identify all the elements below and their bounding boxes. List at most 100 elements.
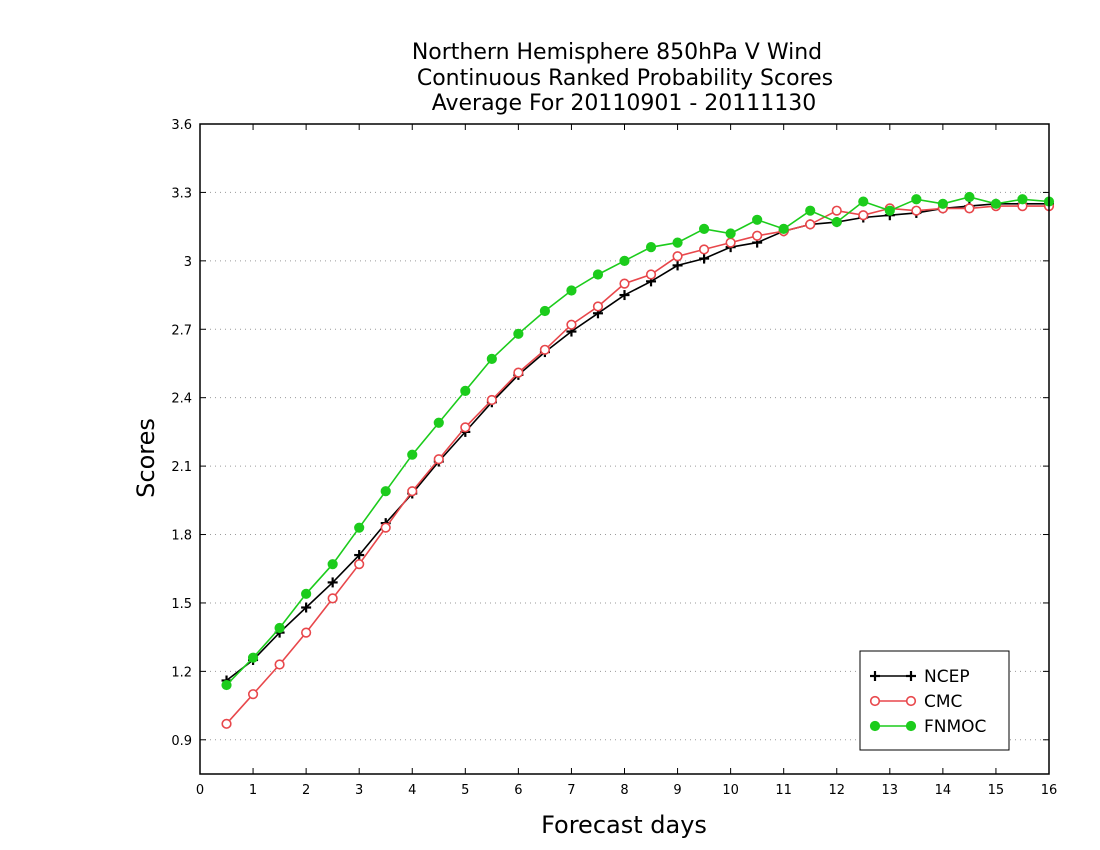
y-tick-label-6: 2.7	[171, 323, 192, 338]
legend-label-cmc: CMC	[924, 692, 962, 712]
point-cmc-5	[354, 559, 365, 570]
y-tick-label-7: 3	[184, 255, 192, 270]
point-fnmoc-17	[672, 237, 683, 248]
y-tick-label-4: 2.1	[171, 460, 192, 475]
point-fnmoc-11	[513, 328, 524, 339]
point-cmc-10	[486, 394, 497, 406]
point-fnmoc-15	[619, 255, 630, 266]
legend-marker-left-ncep	[870, 671, 880, 681]
point-fnmoc-13	[566, 285, 577, 296]
x-tick-label-16: 16	[1041, 783, 1058, 798]
point-fnmoc-12	[539, 305, 551, 317]
point-cmc-3	[301, 627, 312, 638]
legend-marker-right-ncep	[906, 671, 916, 681]
x-tick-label-6: 6	[514, 783, 522, 798]
point-fnmoc-16	[645, 242, 657, 253]
point-ncep-18	[699, 253, 710, 264]
x-tick-label-1: 1	[249, 783, 257, 798]
y-axis: 0.9 1.2 1.5 1.8 2.1 2.4 2.7 3 3.3 3.6	[171, 118, 1049, 749]
point-cmc-7	[407, 486, 418, 497]
point-fnmoc-30	[1017, 194, 1028, 205]
x-tick-label-3: 3	[355, 783, 363, 798]
point-cmc-12	[539, 344, 551, 355]
chart-title: Northern Hemisphere 850hPa V Wind Contin…	[412, 40, 833, 116]
y-tick-label-0: 0.9	[171, 734, 192, 749]
y-axis-label: Scores	[132, 418, 160, 498]
point-ncep-17	[672, 260, 683, 271]
point-fnmoc-19	[725, 228, 736, 239]
point-cmc-15	[619, 278, 630, 289]
x-tick-label-2: 2	[302, 783, 310, 798]
point-fnmoc-2	[274, 622, 285, 634]
y-tick-label-3: 1.8	[171, 529, 192, 544]
point-cmc-13	[566, 319, 577, 330]
point-fnmoc-22	[805, 205, 816, 216]
point-fnmoc-24	[858, 196, 869, 207]
legend: NCEP CMC FNMOC	[859, 650, 1010, 751]
legend-label-fnmoc: FNMOC	[924, 717, 986, 737]
point-fnmoc-0	[221, 679, 232, 691]
series-cmc	[221, 201, 1055, 729]
point-cmc-16	[645, 269, 657, 280]
point-fnmoc-28	[964, 191, 975, 203]
point-cmc-11	[513, 367, 524, 378]
point-cmc-24	[858, 210, 869, 221]
point-fnmoc-20	[752, 214, 763, 225]
point-fnmoc-7	[407, 449, 418, 460]
point-fnmoc-26	[911, 194, 922, 205]
point-fnmoc-25	[884, 205, 895, 216]
point-cmc-19	[725, 237, 736, 248]
legend-item-cmc: CMC	[869, 692, 962, 712]
x-tick-label-5: 5	[461, 783, 469, 798]
y-tick-label-2: 1.5	[171, 597, 192, 612]
legend-marker-right-fnmoc	[905, 720, 917, 732]
point-fnmoc-6	[380, 486, 391, 497]
point-fnmoc-3	[301, 588, 312, 599]
point-cmc-8	[433, 454, 444, 465]
point-fnmoc-8	[433, 417, 444, 428]
x-tick-label-4: 4	[408, 783, 416, 798]
point-cmc-14	[592, 301, 604, 312]
point-fnmoc-21	[778, 223, 789, 235]
point-cmc-4	[327, 593, 338, 604]
y-tick-label-9: 3.6	[171, 118, 192, 133]
x-tick-label-15: 15	[988, 783, 1005, 798]
point-fnmoc-29	[990, 198, 1002, 209]
title-line-1: Northern Hemisphere 850hPa V Wind	[412, 40, 822, 65]
point-fnmoc-4	[327, 559, 338, 570]
point-cmc-20	[752, 230, 763, 241]
y-tick-label-1: 1.2	[171, 665, 192, 680]
x-axis-label: Forecast days	[541, 811, 707, 839]
legend-label-ncep: NCEP	[924, 667, 970, 687]
point-cmc-22	[805, 219, 816, 230]
legend-marker-right-cmc	[905, 695, 917, 707]
series-fnmoc	[221, 191, 1055, 691]
y-tick-label-5: 2.4	[171, 392, 192, 407]
point-cmc-18	[698, 244, 710, 255]
point-fnmoc-9	[460, 385, 471, 396]
x-tick-label-12: 12	[828, 783, 845, 798]
x-tick-label-14: 14	[935, 783, 952, 798]
point-fnmoc-18	[698, 223, 710, 235]
point-cmc-6	[380, 522, 391, 533]
x-tick-label-11: 11	[775, 783, 792, 798]
point-ncep-4	[327, 577, 338, 588]
point-fnmoc-14	[592, 269, 604, 280]
point-fnmoc-27	[937, 198, 948, 209]
point-cmc-0	[221, 718, 232, 729]
point-cmc-17	[672, 251, 683, 262]
point-cmc-2	[274, 659, 285, 670]
point-cmc-23	[831, 205, 842, 216]
point-ncep-5	[354, 550, 365, 561]
x-tick-label-7: 7	[567, 783, 575, 798]
x-tick-label-0: 0	[196, 783, 204, 798]
x-tick-label-13: 13	[882, 783, 899, 798]
legend-item-ncep: NCEP	[870, 667, 970, 687]
series-layer	[221, 191, 1055, 729]
x-tick-label-10: 10	[722, 783, 739, 798]
title-line-3: Average For 20110901 - 20111130	[432, 91, 817, 116]
legend-marker-left-cmc	[869, 695, 881, 707]
x-tick-label-9: 9	[673, 783, 681, 798]
legend-item-fnmoc: FNMOC	[869, 717, 986, 737]
